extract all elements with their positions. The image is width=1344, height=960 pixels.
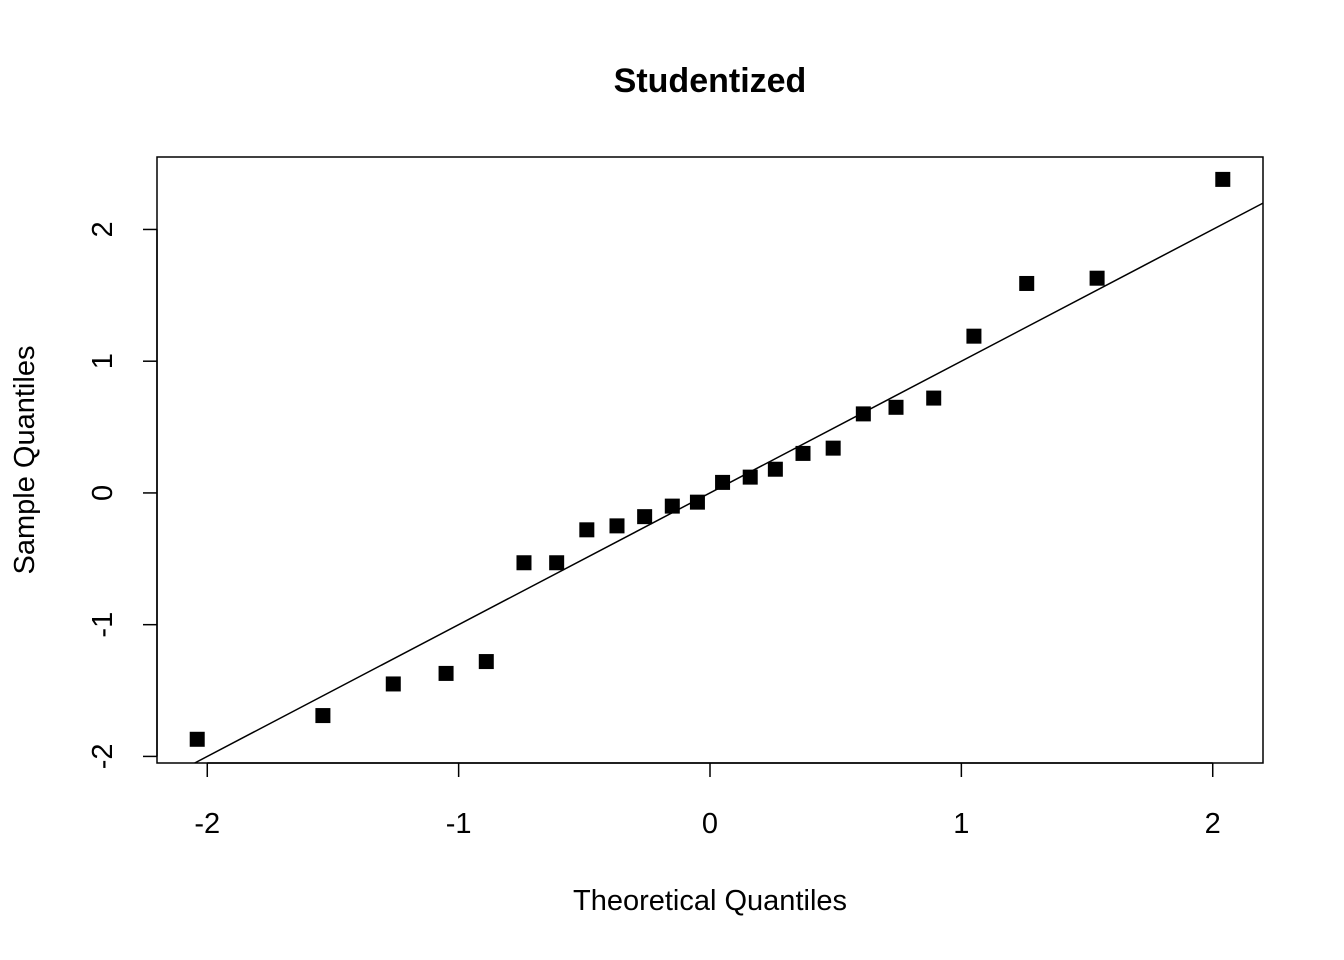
data-point [795, 445, 811, 461]
y-tick-label: -2 [87, 744, 119, 770]
data-point [689, 494, 705, 510]
y-tick-label: 0 [87, 485, 119, 501]
data-point [825, 440, 841, 456]
y-tick-label: -1 [87, 612, 119, 638]
x-tick-label: -1 [446, 808, 472, 840]
x-tick-label: -2 [194, 808, 220, 840]
data-point [516, 555, 532, 571]
y-axis: -2 -1 0 1 2 [87, 221, 158, 770]
data-point [1019, 275, 1035, 291]
data-point [664, 498, 680, 514]
data-point [478, 654, 494, 670]
data-points [189, 171, 1231, 747]
x-axis: -2 -1 0 1 2 [194, 762, 1221, 840]
data-point [767, 461, 783, 477]
data-point [579, 522, 595, 538]
data-point [926, 390, 942, 406]
y-axis-label: Sample Quantiles [9, 346, 41, 575]
x-tick-label: 2 [1205, 808, 1221, 840]
data-point [742, 469, 758, 485]
data-point [315, 708, 331, 724]
chart-title: Studentized [614, 62, 807, 100]
data-point [438, 665, 454, 681]
data-point [1089, 270, 1105, 286]
plot-frame [156, 156, 1264, 764]
data-point [855, 406, 871, 422]
data-point [189, 731, 205, 747]
y-tick-label: 2 [87, 221, 119, 237]
x-tick-label: 1 [953, 808, 969, 840]
x-axis-label: Theoretical Quantiles [573, 885, 847, 917]
data-point [1215, 171, 1231, 187]
data-point [385, 676, 401, 692]
data-point [549, 555, 565, 571]
data-point [609, 518, 625, 534]
x-tick-label: 0 [702, 808, 718, 840]
data-point [966, 328, 982, 344]
y-tick-label: 1 [87, 353, 119, 369]
data-point [637, 509, 653, 525]
data-point [888, 399, 904, 415]
data-point [715, 474, 731, 490]
